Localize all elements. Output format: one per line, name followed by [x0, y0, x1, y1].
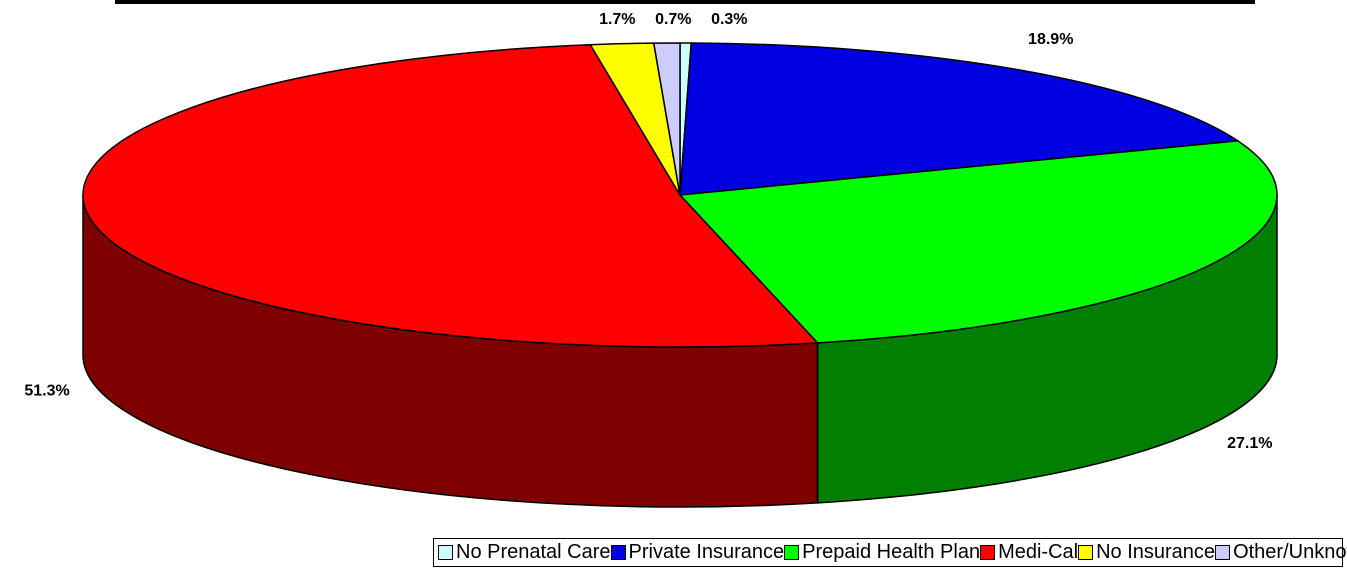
legend-item: Other/Unknown: [1215, 541, 1347, 564]
legend-swatch: [1215, 545, 1231, 560]
legend-label: Private Insurance: [628, 541, 785, 563]
legend-item: Prepaid Health Plan: [784, 541, 980, 564]
legend-swatch: [610, 545, 626, 560]
legend-item: No Insurance: [1078, 541, 1215, 564]
data-label: 0.3%: [711, 11, 747, 28]
legend-swatch: [784, 545, 800, 560]
data-label: 51.3%: [24, 382, 69, 399]
legend-label: Prepaid Health Plan: [802, 541, 981, 563]
legend-item: Medi-Cal: [980, 541, 1078, 564]
legend: No Prenatal Care Private Insurance Prepaid…: [433, 538, 1347, 567]
pie-slice: [82, 43, 820, 348]
legend-swatch: [438, 545, 453, 560]
legend-swatch: [1078, 545, 1094, 560]
data-label: 18.9%: [1028, 31, 1073, 48]
legend-label: No Prenatal Care: [456, 541, 611, 563]
legend-swatch: [980, 545, 996, 560]
data-label: 0.7%: [655, 11, 691, 28]
legend-item: Private Insurance: [610, 541, 785, 564]
title-bar: [115, 0, 1255, 4]
legend-item: No Prenatal Care: [438, 541, 611, 564]
legend-label: No Insurance: [1096, 541, 1216, 563]
pie-slice: [679, 42, 1240, 196]
legend-label: Medi-Cal: [998, 541, 1079, 563]
data-label: 1.7%: [599, 11, 635, 28]
data-label: 27.1%: [1227, 435, 1272, 452]
pie-slice: [678, 140, 1278, 344]
legend-label: Other/Unknown: [1233, 541, 1347, 563]
pie-slice: [652, 42, 681, 196]
